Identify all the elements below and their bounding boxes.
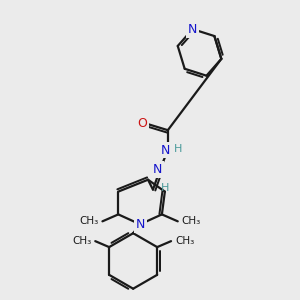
Text: N: N	[161, 143, 170, 157]
Text: N: N	[135, 218, 145, 231]
Text: CH₃: CH₃	[79, 216, 98, 226]
Text: N: N	[153, 163, 163, 176]
Text: CH₃: CH₃	[175, 236, 194, 246]
Text: O: O	[137, 117, 147, 130]
Text: CH₃: CH₃	[182, 216, 201, 226]
Text: H: H	[161, 183, 169, 193]
Text: H: H	[174, 144, 182, 154]
Text: CH₃: CH₃	[72, 236, 91, 246]
Text: N: N	[188, 22, 197, 36]
